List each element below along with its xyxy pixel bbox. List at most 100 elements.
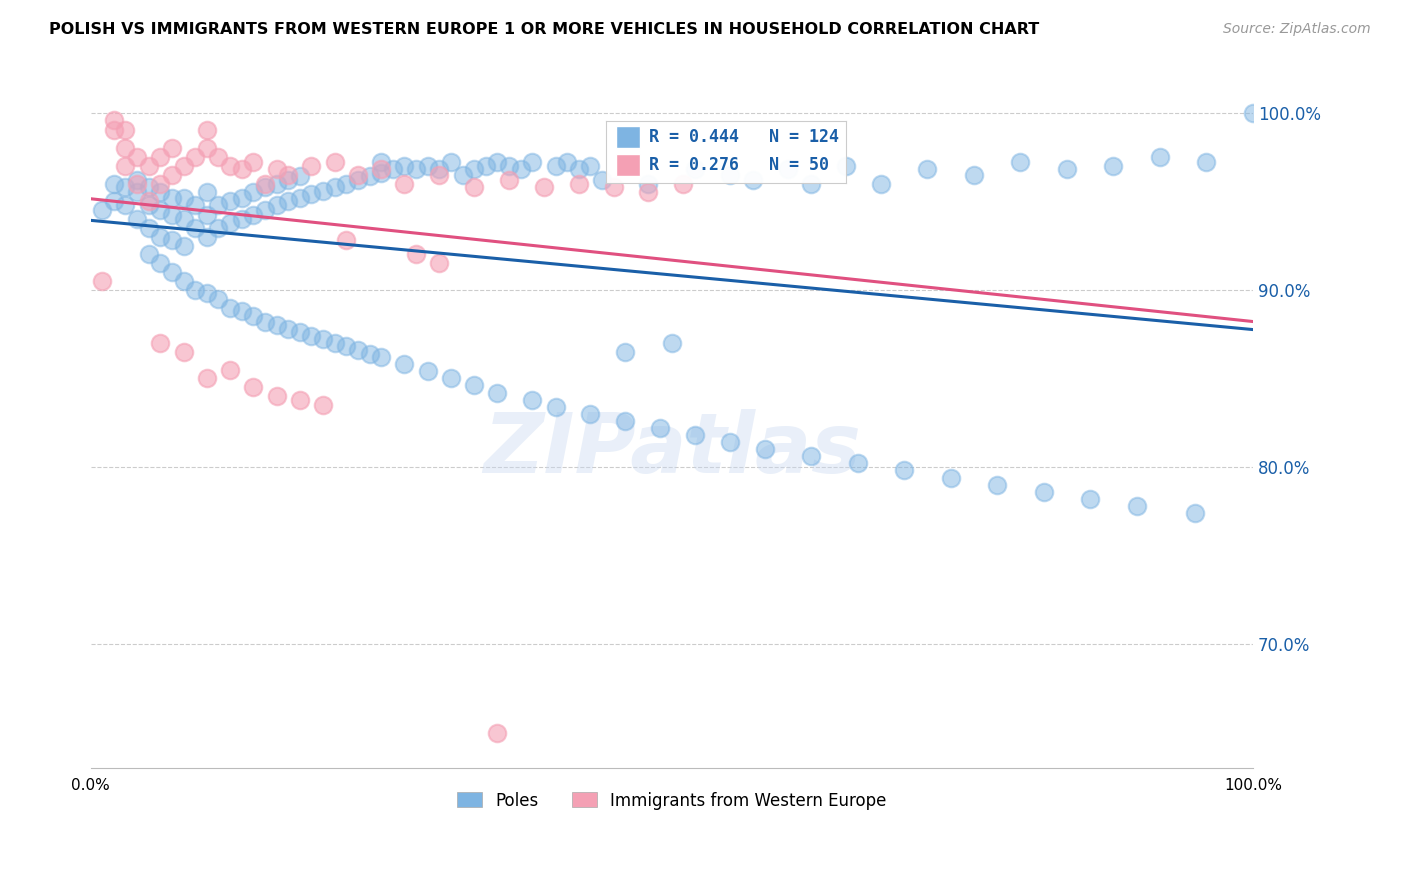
Point: [394, 159, 416, 173]
Point: [683, 162, 706, 177]
Point: [579, 407, 602, 421]
Point: [474, 159, 496, 173]
Point: [637, 177, 659, 191]
Point: [301, 329, 323, 343]
Point: [301, 187, 323, 202]
Point: [370, 166, 392, 180]
Point: [440, 155, 463, 169]
Point: [242, 310, 264, 324]
Point: [277, 173, 299, 187]
Point: [486, 725, 509, 739]
Point: [1184, 506, 1206, 520]
Point: [103, 123, 125, 137]
Point: [253, 203, 276, 218]
Point: [568, 162, 591, 177]
Point: [614, 344, 637, 359]
Point: [127, 177, 149, 191]
Point: [103, 194, 125, 209]
Point: [138, 198, 160, 212]
Point: [231, 304, 253, 318]
Point: [986, 477, 1008, 491]
Point: [114, 180, 136, 194]
Point: [127, 211, 149, 226]
Point: [184, 198, 207, 212]
Point: [138, 220, 160, 235]
Point: [835, 159, 858, 173]
Point: [219, 159, 242, 173]
Point: [335, 339, 357, 353]
Point: [568, 177, 591, 191]
Point: [335, 177, 357, 191]
Point: [231, 191, 253, 205]
Point: [219, 362, 242, 376]
Point: [427, 162, 450, 177]
Point: [522, 392, 544, 407]
Point: [219, 301, 242, 315]
Point: [173, 191, 195, 205]
Point: [463, 180, 485, 194]
Point: [661, 335, 683, 350]
Point: [463, 378, 485, 392]
Point: [544, 159, 567, 173]
Point: [347, 343, 370, 357]
Point: [416, 364, 439, 378]
Point: [463, 162, 485, 177]
Point: [370, 350, 392, 364]
Point: [138, 247, 160, 261]
Point: [242, 380, 264, 394]
Point: [195, 371, 218, 385]
Point: [347, 173, 370, 187]
Point: [1125, 499, 1147, 513]
Point: [127, 173, 149, 187]
Point: [301, 159, 323, 173]
Point: [184, 150, 207, 164]
Point: [323, 155, 346, 169]
Point: [114, 159, 136, 173]
Point: [405, 247, 427, 261]
Point: [184, 220, 207, 235]
Point: [312, 398, 335, 412]
Point: [394, 177, 416, 191]
Point: [522, 155, 544, 169]
Point: [486, 385, 509, 400]
Point: [149, 150, 172, 164]
Point: [776, 162, 799, 177]
Point: [231, 162, 253, 177]
Text: R = 0.276   N = 50: R = 0.276 N = 50: [650, 156, 830, 174]
Point: [288, 326, 311, 340]
Point: [939, 470, 962, 484]
Point: [486, 155, 509, 169]
Point: [614, 414, 637, 428]
Point: [242, 155, 264, 169]
Text: ZIPatlas: ZIPatlas: [482, 409, 860, 490]
Point: [718, 168, 741, 182]
Point: [917, 162, 939, 177]
Point: [602, 180, 624, 194]
Point: [312, 184, 335, 198]
Point: [648, 421, 671, 435]
Point: [1056, 162, 1078, 177]
Point: [160, 191, 183, 205]
FancyBboxPatch shape: [616, 126, 640, 148]
Point: [160, 233, 183, 247]
Point: [591, 173, 613, 187]
Point: [544, 400, 567, 414]
Point: [637, 186, 659, 200]
Point: [160, 209, 183, 223]
Legend: Poles, Immigrants from Western Europe: Poles, Immigrants from Western Europe: [450, 785, 893, 816]
Point: [370, 155, 392, 169]
Point: [253, 315, 276, 329]
Point: [870, 177, 893, 191]
Point: [416, 159, 439, 173]
Point: [173, 274, 195, 288]
Point: [1149, 150, 1171, 164]
Point: [173, 344, 195, 359]
Point: [1195, 155, 1218, 169]
Point: [253, 180, 276, 194]
Point: [242, 186, 264, 200]
Point: [173, 159, 195, 173]
Point: [427, 168, 450, 182]
Point: [114, 198, 136, 212]
Point: [195, 286, 218, 301]
Point: [312, 332, 335, 346]
